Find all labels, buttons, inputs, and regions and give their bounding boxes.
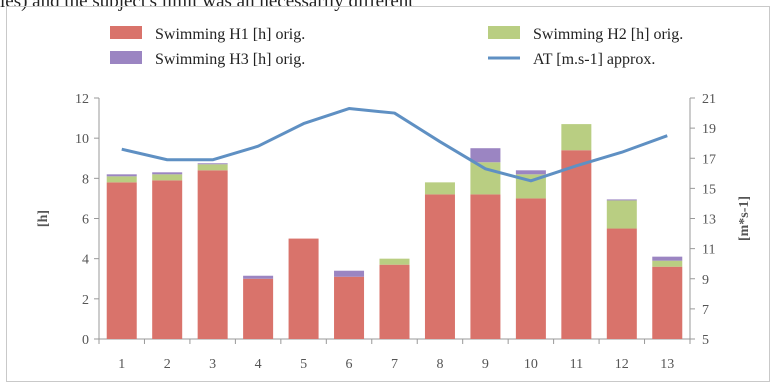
y-tick-label: 2 [82, 293, 89, 308]
x-tick-label: 8 [436, 357, 443, 372]
y2-axis-title: [m*s-1] [737, 196, 752, 241]
y2-tick-label: 19 [702, 122, 716, 137]
bar-h3-10 [515, 170, 546, 175]
chart-frame [6, 6, 770, 382]
y2-tick-label: 7 [702, 303, 709, 318]
bar-h2-7 [379, 258, 410, 265]
x-tick-label: 2 [164, 357, 171, 372]
bar-h1-12 [606, 228, 637, 339]
y2-tick-label: 21 [702, 92, 716, 107]
legend: Swimming H1 [h] orig. Swimming H2 [h] ori… [110, 26, 683, 68]
x-tick-label: 6 [346, 357, 353, 372]
bar-h2-2 [152, 174, 183, 181]
y2-tick-label: 5 [702, 333, 709, 348]
bars [106, 124, 683, 339]
y2-tick-label: 11 [702, 243, 715, 258]
bar-h1-9 [470, 194, 501, 339]
y-tick-label: 4 [82, 253, 89, 268]
bar-h2-12 [606, 200, 637, 229]
x-tick-label: 1 [118, 357, 125, 372]
bar-h1-8 [424, 194, 455, 339]
bar-h1-11 [561, 150, 592, 339]
bar-h1-7 [379, 264, 410, 339]
x-tick-label: 4 [255, 357, 262, 372]
bar-h3-9 [470, 148, 501, 163]
bar-h1-10 [515, 198, 546, 339]
y-axis-title: [h] [36, 210, 51, 227]
x-tick-label: 5 [300, 357, 307, 372]
y-tick-label: 6 [82, 213, 89, 228]
bar-h2-1 [106, 176, 137, 183]
line-layer [121, 107, 668, 183]
bar-h3-1 [106, 174, 137, 177]
bar-h1-2 [152, 180, 183, 339]
bar-h3-6 [334, 270, 365, 277]
x-tick-label: 12 [615, 357, 629, 372]
bar-h2-8 [424, 182, 455, 195]
x-tick-label: 11 [570, 357, 583, 372]
x-tick-label: 3 [209, 357, 216, 372]
y-tick-label: 10 [75, 132, 89, 147]
y2-tick-label: 15 [702, 182, 716, 197]
y2-tick-label: 17 [702, 152, 716, 167]
legend-label-h3: Swimming H3 [h] orig. [155, 51, 305, 68]
y-tick-label: 12 [75, 92, 89, 107]
x-tick-label: 9 [482, 357, 489, 372]
legend-swatch-h1 [110, 26, 142, 39]
legend-swatch-h2 [488, 26, 520, 39]
legend-swatch-h3 [110, 51, 142, 64]
bar-h3-13 [652, 256, 683, 261]
bar-h3-2 [152, 172, 183, 175]
y-tick-label: 0 [82, 333, 89, 348]
x-tick-label: 7 [391, 357, 398, 372]
bar-h2-3 [197, 164, 228, 171]
bar-h2-13 [652, 260, 683, 267]
bar-h1-5 [288, 238, 319, 339]
legend-label-h1: Swimming H1 [h] orig. [155, 26, 305, 43]
bar-h1-13 [652, 266, 683, 339]
bar-h1-3 [197, 170, 228, 339]
legend-label-at: AT [m.s-1] approx. [533, 51, 655, 68]
bar-h3-4 [243, 275, 274, 279]
y2-tick-label: 9 [702, 273, 709, 288]
x-tick-label: 13 [660, 357, 674, 372]
bar-h2-11 [561, 124, 592, 151]
at-line [121, 107, 668, 183]
x-tick-label: 10 [524, 357, 538, 372]
y2-tick-label: 13 [702, 213, 716, 228]
legend-label-h2: Swimming H2 [h] orig. [533, 26, 683, 43]
bar-h1-4 [243, 278, 274, 339]
bar-h1-1 [106, 182, 137, 339]
y-tick-label: 8 [82, 172, 89, 187]
bar-h3-3 [197, 163, 228, 165]
bar-h3-12 [606, 199, 637, 201]
bar-h1-6 [334, 276, 365, 339]
